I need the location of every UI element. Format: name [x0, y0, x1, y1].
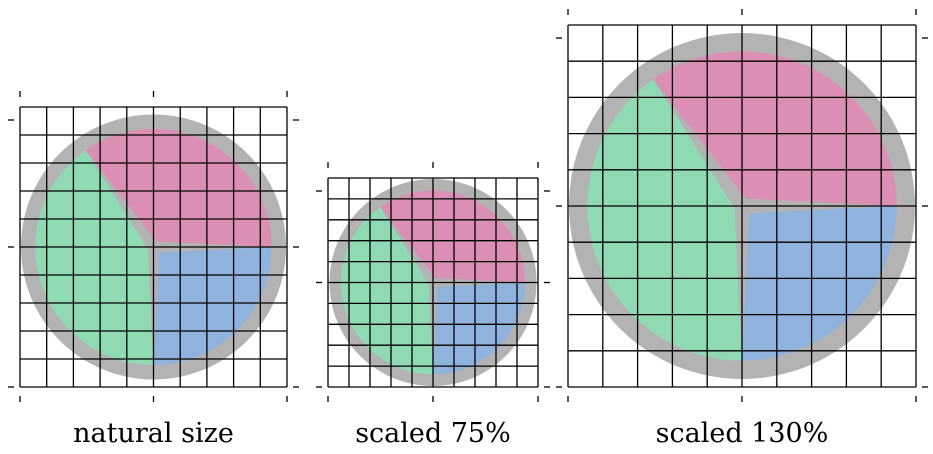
panel-scaled-75 [316, 162, 550, 402]
slice-pink [653, 51, 897, 207]
panel-scaled-130 [556, 9, 928, 402]
caption-natural-size: natural size [73, 418, 234, 449]
caption-scaled-130: scaled 130% [655, 418, 829, 449]
slice-pink [85, 128, 272, 247]
slice-blue [742, 206, 897, 361]
ticks [316, 162, 550, 402]
ticks [556, 9, 928, 402]
slice-green [340, 207, 433, 375]
grid [327, 177, 539, 388]
ticks [8, 91, 299, 402]
caption-scaled-75: scaled 75% [355, 418, 511, 449]
slice-pink [380, 190, 526, 283]
slice-blue [433, 282, 526, 375]
slice-green [587, 79, 742, 361]
panel-natural-size [8, 91, 299, 402]
slice-green [35, 150, 154, 366]
grid [567, 24, 917, 388]
grid [19, 106, 288, 388]
slice-blue [153, 247, 272, 366]
